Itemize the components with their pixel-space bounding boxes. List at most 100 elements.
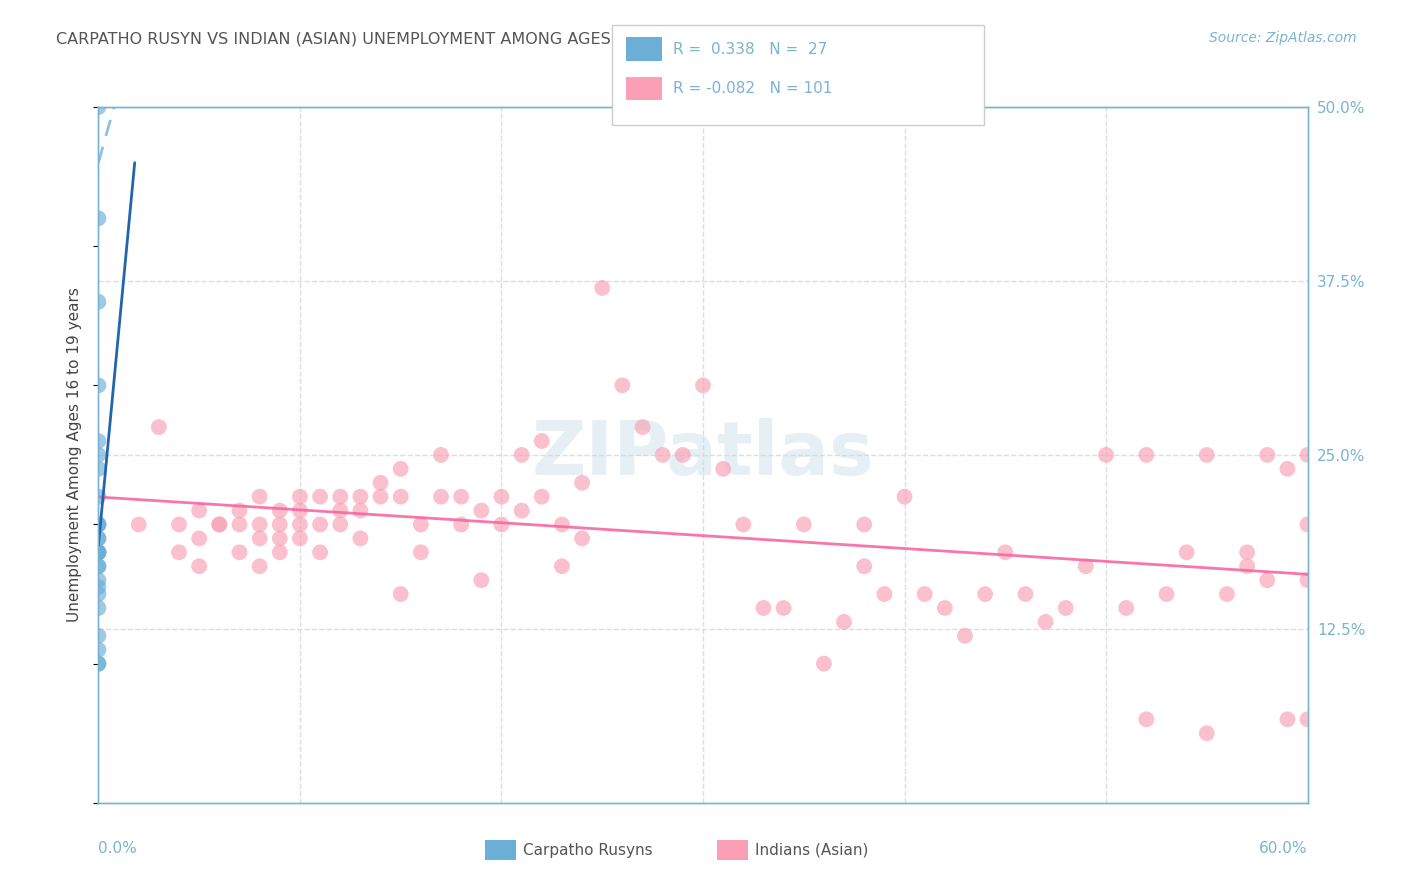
Point: [370, 490, 392, 504]
Point: [491, 490, 513, 504]
Point: [470, 573, 492, 587]
Point: [188, 559, 211, 574]
Point: [1256, 448, 1278, 462]
Point: [510, 448, 533, 462]
Point: [772, 601, 794, 615]
Point: [269, 532, 291, 546]
Point: [269, 517, 291, 532]
Point: [1216, 587, 1239, 601]
Point: [692, 378, 714, 392]
Point: [87, 559, 110, 574]
Point: [269, 503, 291, 517]
Point: [167, 517, 190, 532]
Point: [288, 503, 311, 517]
Text: R = -0.082   N = 101: R = -0.082 N = 101: [673, 81, 832, 95]
Point: [1035, 615, 1057, 629]
Point: [974, 587, 997, 601]
Point: [87, 462, 110, 476]
Point: [914, 587, 936, 601]
Point: [1296, 448, 1319, 462]
Point: [409, 545, 432, 559]
Text: CARPATHO RUSYN VS INDIAN (ASIAN) UNEMPLOYMENT AMONG AGES 16 TO 19 YEARS CORRELAT: CARPATHO RUSYN VS INDIAN (ASIAN) UNEMPLO…: [56, 31, 925, 46]
Point: [450, 517, 472, 532]
Point: [450, 490, 472, 504]
Point: [1054, 601, 1077, 615]
Text: Source: ZipAtlas.com: Source: ZipAtlas.com: [1209, 31, 1357, 45]
Point: [349, 490, 371, 504]
Point: [87, 532, 110, 546]
Point: [188, 503, 211, 517]
Point: [309, 545, 332, 559]
Point: [87, 559, 110, 574]
Text: 0.0%: 0.0%: [98, 841, 138, 856]
Point: [470, 503, 492, 517]
Point: [612, 378, 634, 392]
Point: [551, 559, 574, 574]
Point: [1135, 448, 1157, 462]
Point: [1095, 448, 1118, 462]
Point: [571, 475, 593, 490]
Point: [893, 490, 915, 504]
Point: [491, 517, 513, 532]
Point: [309, 517, 332, 532]
Point: [87, 100, 110, 114]
Point: [752, 601, 775, 615]
Point: [409, 517, 432, 532]
Point: [1236, 559, 1258, 574]
Point: [672, 448, 695, 462]
Point: [288, 490, 311, 504]
Point: [87, 378, 110, 392]
Point: [530, 490, 553, 504]
Point: [813, 657, 835, 671]
Point: [87, 657, 110, 671]
Text: ZIPatlas: ZIPatlas: [531, 418, 875, 491]
Point: [430, 448, 453, 462]
Point: [1074, 559, 1097, 574]
Point: [249, 517, 271, 532]
Point: [873, 587, 896, 601]
Point: [87, 629, 110, 643]
Point: [1135, 712, 1157, 726]
Point: [329, 517, 352, 532]
Point: [87, 545, 110, 559]
Point: [208, 517, 231, 532]
Point: [1195, 726, 1218, 740]
Point: [551, 517, 574, 532]
Point: [249, 532, 271, 546]
Point: [208, 517, 231, 532]
Point: [87, 545, 110, 559]
Point: [571, 532, 593, 546]
Point: [87, 642, 110, 657]
Point: [1175, 545, 1198, 559]
Point: [128, 517, 150, 532]
Point: [87, 517, 110, 532]
Point: [510, 503, 533, 517]
Point: [1236, 545, 1258, 559]
Point: [167, 545, 190, 559]
Point: [87, 517, 110, 532]
Point: [87, 434, 110, 448]
Point: [87, 211, 110, 226]
Point: [87, 490, 110, 504]
Point: [249, 490, 271, 504]
Point: [87, 448, 110, 462]
Point: [329, 490, 352, 504]
Point: [87, 587, 110, 601]
Point: [1296, 712, 1319, 726]
Point: [249, 559, 271, 574]
Point: [228, 517, 250, 532]
Point: [953, 629, 976, 643]
Point: [87, 601, 110, 615]
Point: [934, 601, 956, 615]
Point: [1014, 587, 1036, 601]
Point: [288, 532, 311, 546]
Point: [1195, 448, 1218, 462]
Point: [87, 517, 110, 532]
Point: [269, 545, 291, 559]
Text: R =  0.338   N =  27: R = 0.338 N = 27: [673, 42, 828, 56]
Point: [188, 532, 211, 546]
Point: [389, 490, 412, 504]
Point: [1256, 573, 1278, 587]
Point: [148, 420, 170, 434]
Point: [288, 517, 311, 532]
